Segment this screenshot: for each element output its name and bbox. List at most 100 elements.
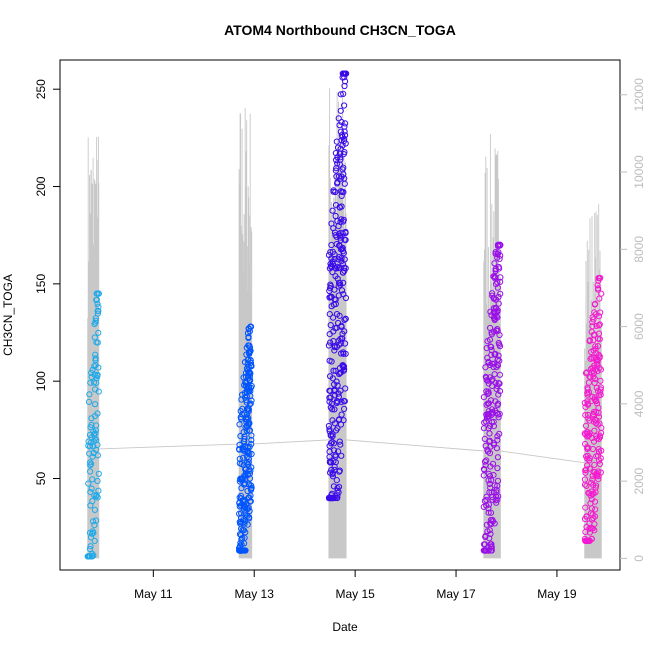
data-point (334, 425, 341, 432)
data-point (342, 228, 349, 235)
data-point (332, 150, 339, 157)
data-point (492, 350, 499, 358)
data-point (337, 441, 344, 448)
data-point (243, 453, 250, 460)
data-point (485, 547, 492, 554)
data-point (246, 373, 253, 380)
data-point (337, 281, 344, 288)
series-2 (236, 323, 255, 554)
data-point (585, 445, 592, 452)
data-point (243, 422, 251, 429)
data-point (326, 428, 333, 435)
data-point (483, 521, 490, 528)
data-point (341, 102, 348, 109)
data-point (482, 442, 489, 449)
data-point (244, 512, 251, 519)
data-point (482, 418, 489, 425)
data-point (334, 485, 341, 492)
y-axis-label: CH3CN_TOGA (1, 274, 15, 356)
data-point (86, 391, 93, 398)
data-point (244, 471, 251, 478)
data-point (329, 438, 336, 446)
data-point (331, 251, 338, 258)
data-point (588, 516, 596, 523)
data-point (94, 477, 101, 485)
data-point (486, 489, 493, 496)
data-point (594, 361, 601, 368)
data-point (596, 336, 603, 343)
data-point (328, 293, 335, 300)
data-point (592, 506, 599, 513)
data-point (484, 338, 491, 345)
data-point (492, 266, 499, 273)
data-point (93, 374, 100, 382)
data-point (338, 452, 345, 459)
data-point (329, 417, 336, 424)
data-point (89, 476, 96, 483)
data-point (90, 529, 97, 536)
data-point (496, 331, 503, 339)
data-point (494, 496, 501, 503)
data-point (490, 328, 498, 335)
data-point (341, 236, 348, 243)
data-point (493, 364, 500, 371)
y-tick-label: 200 (34, 176, 48, 196)
data-point (338, 173, 345, 180)
data-point (336, 161, 343, 168)
data-point (494, 454, 501, 461)
data-point (331, 344, 338, 351)
data-point (488, 346, 495, 354)
data-point (592, 300, 599, 307)
data-point (331, 387, 338, 394)
data-point (591, 427, 598, 434)
data-point (587, 374, 594, 381)
data-point (90, 443, 97, 450)
data-point (329, 473, 336, 480)
data-point (248, 382, 255, 390)
data-point (581, 399, 588, 407)
data-point (582, 504, 589, 511)
data-point (238, 396, 245, 403)
data-point (340, 164, 347, 171)
data-point (244, 414, 251, 421)
data-point (593, 470, 601, 477)
data-point (491, 260, 498, 267)
data-point (337, 237, 344, 244)
data-point (237, 433, 244, 440)
data-point (236, 510, 243, 517)
data-point (90, 449, 97, 457)
data-point (334, 398, 341, 405)
data-point (93, 296, 101, 303)
data-point (588, 365, 595, 372)
data-point (490, 441, 498, 448)
y2-tick-label: 0 (632, 555, 646, 562)
data-point (88, 415, 95, 422)
data-point (327, 281, 334, 288)
data-point (595, 476, 602, 483)
data-point (487, 463, 494, 470)
data-point (337, 188, 344, 195)
data-point (88, 421, 95, 428)
data-point (238, 536, 245, 543)
data-point (493, 486, 500, 494)
data-point (90, 379, 98, 386)
data-point (336, 438, 343, 445)
data-point (596, 321, 603, 328)
data-point (93, 339, 100, 346)
data-point (494, 284, 501, 291)
data-point (86, 450, 93, 457)
data-point (246, 443, 253, 450)
data-point (482, 364, 489, 371)
chart-title: ATOM4 Northbound CH3CN_TOGA (224, 22, 456, 38)
data-point (589, 412, 597, 419)
data-point (491, 275, 499, 282)
x-tick-label: May 17 (436, 587, 476, 601)
data-point (587, 355, 594, 362)
data-point (236, 478, 243, 485)
data-point (596, 434, 604, 441)
data-point (92, 430, 99, 437)
data-point (330, 187, 337, 194)
y2-tick-label: 8000 (632, 236, 646, 263)
data-point (596, 353, 603, 360)
